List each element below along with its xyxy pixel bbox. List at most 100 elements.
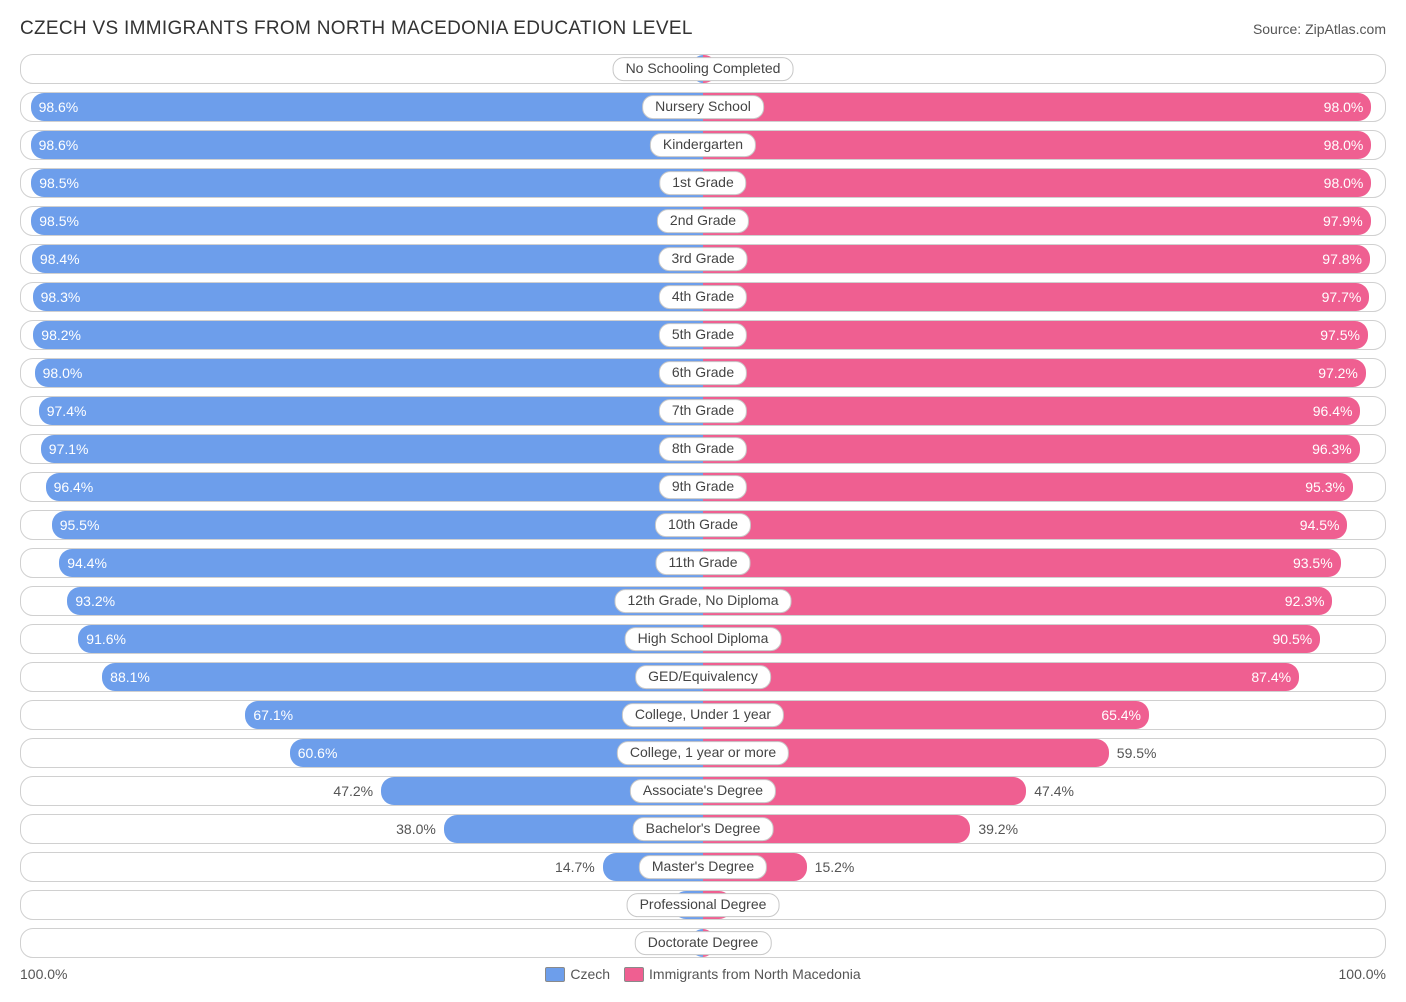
chart-row: 98.2% 97.5% 5th Grade xyxy=(20,320,1386,350)
value-right: 59.5% xyxy=(1117,745,1157,761)
chart-row: 96.4% 95.3%9th Grade xyxy=(20,472,1386,502)
source-prefix: Source: xyxy=(1253,21,1305,37)
bar-left: 98.3% xyxy=(33,283,703,311)
legend: Czech Immigrants from North Macedonia xyxy=(545,966,860,982)
category-label: Associate's Degree xyxy=(630,779,776,803)
axis-left-max: 100.0% xyxy=(20,966,67,982)
value-left: 60.6% xyxy=(298,745,338,761)
axis-legend-row: 100.0% Czech Immigrants from North Maced… xyxy=(20,966,1386,982)
bar-right: 90.5% xyxy=(703,625,1320,653)
chart-row: 95.5% 94.5% 10th Grade xyxy=(20,510,1386,540)
value-left: 91.6% xyxy=(86,631,126,647)
bar-right: 97.7% xyxy=(703,283,1369,311)
value-left: 47.2% xyxy=(333,783,373,799)
legend-swatch-right xyxy=(624,967,644,982)
bar-left: 93.2% xyxy=(67,587,703,615)
chart-row: 67.1%65.4%College, Under 1 year xyxy=(20,700,1386,730)
value-right: 65.4% xyxy=(1101,707,1141,723)
value-right: 94.5% xyxy=(1300,517,1340,533)
chart-row: 88.1% 87.4%GED/Equivalency xyxy=(20,662,1386,692)
bar-right: 98.0% xyxy=(703,169,1371,197)
bar-right: 92.3% xyxy=(703,587,1332,615)
value-left: 94.4% xyxy=(67,555,107,571)
value-left: 98.0% xyxy=(43,365,83,381)
legend-item-left: Czech xyxy=(545,966,610,982)
value-right: 97.5% xyxy=(1320,327,1360,343)
bar-left: 97.1% xyxy=(41,435,703,463)
value-right: 47.4% xyxy=(1034,783,1074,799)
bar-left: 88.1% xyxy=(102,663,703,691)
chart-row: 38.0%39.2%Bachelor's Degree xyxy=(20,814,1386,844)
value-left: 14.7% xyxy=(555,859,595,875)
axis-right-max: 100.0% xyxy=(1339,966,1386,982)
value-left: 98.2% xyxy=(41,327,81,343)
category-label: 4th Grade xyxy=(659,285,747,309)
value-right: 97.9% xyxy=(1323,213,1363,229)
category-label: 11th Grade xyxy=(655,551,750,575)
value-right: 15.2% xyxy=(815,859,855,875)
category-label: GED/Equivalency xyxy=(635,665,771,689)
category-label: 10th Grade xyxy=(655,513,751,537)
category-label: 6th Grade xyxy=(659,361,747,385)
source-name: ZipAtlas.com xyxy=(1305,21,1386,37)
category-label: 3rd Grade xyxy=(658,247,747,271)
value-right: 97.8% xyxy=(1322,251,1362,267)
chart-row: 98.4% 97.8% 3rd Grade xyxy=(20,244,1386,274)
value-left: 98.5% xyxy=(39,175,79,191)
chart-row: 98.0% 97.2%6th Grade xyxy=(20,358,1386,388)
category-label: Professional Degree xyxy=(627,893,780,917)
bar-right: 97.2% xyxy=(703,359,1366,387)
bar-left: 95.5% xyxy=(52,511,703,539)
value-left: 98.4% xyxy=(40,251,80,267)
chart-title: CZECH VS IMMIGRANTS FROM NORTH MACEDONIA… xyxy=(20,18,693,40)
category-label: Doctorate Degree xyxy=(635,931,772,955)
bar-right: 93.5% xyxy=(703,549,1341,577)
category-label: 8th Grade xyxy=(659,437,747,461)
chart-row: 1.9%1.6%Doctorate Degree xyxy=(20,928,1386,958)
bar-right: 97.9% xyxy=(703,207,1371,235)
source-attribution: Source: ZipAtlas.com xyxy=(1253,21,1386,37)
value-left: 95.5% xyxy=(60,517,100,533)
bar-right: 87.4% xyxy=(703,663,1299,691)
bar-right: 94.5% xyxy=(703,511,1347,539)
bar-right: 97.5% xyxy=(703,321,1368,349)
chart-row: 98.5%97.9%2nd Grade xyxy=(20,206,1386,236)
value-right: 96.4% xyxy=(1313,403,1353,419)
legend-swatch-left xyxy=(545,967,565,982)
diverging-bar-chart: 1.5%2.0%No Schooling Completed 98.6%98.0%… xyxy=(20,54,1386,958)
bar-right: 95.3% xyxy=(703,473,1353,501)
value-left: 88.1% xyxy=(110,669,150,685)
bar-right: 96.3% xyxy=(703,435,1360,463)
legend-label-left: Czech xyxy=(570,966,610,982)
bar-left: 98.4% xyxy=(32,245,703,273)
value-right: 90.5% xyxy=(1273,631,1313,647)
value-right: 92.3% xyxy=(1285,593,1325,609)
chart-row: 97.4%96.4%7th Grade xyxy=(20,396,1386,426)
chart-row: 94.4% 93.5%11th Grade xyxy=(20,548,1386,578)
chart-row: 1.5%2.0%No Schooling Completed xyxy=(20,54,1386,84)
category-label: 1st Grade xyxy=(659,171,746,195)
chart-row: 98.6%98.0%Nursery School xyxy=(20,92,1386,122)
chart-row: 97.1% 96.3% 8th Grade xyxy=(20,434,1386,464)
bar-right: 96.4% xyxy=(703,397,1360,425)
value-right: 98.0% xyxy=(1324,175,1364,191)
value-left: 96.4% xyxy=(54,479,94,495)
value-left: 97.4% xyxy=(47,403,87,419)
value-right: 96.3% xyxy=(1312,441,1352,457)
chart-row: 60.6% 59.5% College, 1 year or more xyxy=(20,738,1386,768)
chart-row: 47.2% 47.4% Associate's Degree xyxy=(20,776,1386,806)
legend-label-right: Immigrants from North Macedonia xyxy=(649,966,861,982)
chart-row: 98.5% 98.0% 1st Grade xyxy=(20,168,1386,198)
category-label: 9th Grade xyxy=(659,475,747,499)
chart-row: 93.2%92.3%12th Grade, No Diploma xyxy=(20,586,1386,616)
category-label: 5th Grade xyxy=(659,323,747,347)
category-label: College, Under 1 year xyxy=(622,703,784,727)
category-label: College, 1 year or more xyxy=(617,741,789,765)
bar-left: 98.0% xyxy=(35,359,703,387)
value-left: 97.1% xyxy=(49,441,89,457)
bar-left: 97.4% xyxy=(39,397,703,425)
bar-right: 98.0% xyxy=(703,131,1371,159)
value-left: 93.2% xyxy=(75,593,115,609)
category-label: No Schooling Completed xyxy=(613,57,794,81)
legend-item-right: Immigrants from North Macedonia xyxy=(624,966,861,982)
